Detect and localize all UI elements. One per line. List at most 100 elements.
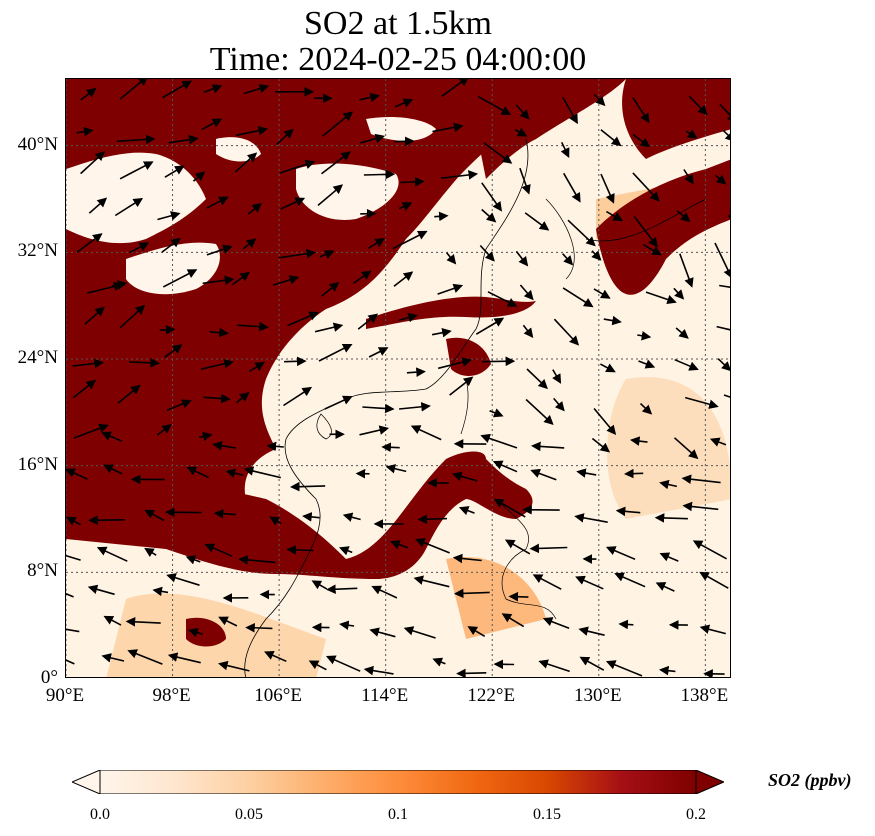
wind-arrow [487, 291, 518, 307]
wind-arrow [437, 283, 464, 295]
lat-tick-label: 16°N [17, 453, 58, 475]
wind-arrow [164, 165, 185, 178]
map-plot-area[interactable] [65, 78, 731, 678]
wind-arrow [524, 212, 550, 231]
wind-arrow [481, 208, 497, 223]
wind-arrow [116, 134, 156, 145]
lat-tick-label: 8°N [27, 560, 58, 582]
wind-arrow [489, 408, 504, 418]
wind-arrow [552, 369, 562, 384]
wind-arrow [317, 184, 344, 207]
wind-arrow [283, 386, 313, 407]
wind-arrow [519, 167, 531, 195]
wind-arrow [477, 95, 512, 116]
wind-arrow [326, 584, 358, 595]
wind-arrow [266, 441, 284, 452]
wind-arrow [314, 322, 344, 333]
wind-arrow [531, 441, 565, 452]
wind-arrow [394, 98, 414, 108]
wind-arrow [632, 134, 651, 148]
wind-arrow [203, 84, 223, 94]
wind-arrow [318, 343, 353, 362]
wind-arrow [200, 359, 234, 370]
wind-arrow [162, 269, 198, 288]
wind-arrow [66, 468, 88, 480]
wind-arrow [114, 197, 144, 217]
wind-arrow [492, 460, 518, 473]
wind-arrow [290, 481, 326, 492]
wind-arrow [458, 506, 475, 516]
wind-arrow [264, 650, 287, 663]
wind-arrow [562, 253, 574, 266]
wind-arrow [204, 543, 233, 557]
wind-arrow [186, 466, 209, 479]
wind-arrow [156, 424, 172, 436]
wind-arrow [206, 244, 233, 256]
wind-arrow [722, 129, 730, 142]
wind-arrow [563, 172, 581, 203]
wind-arrow [453, 588, 490, 599]
wind-arrow [642, 243, 662, 256]
wind-arrow [519, 284, 534, 301]
wind-arrow [624, 468, 644, 479]
wind-arrow [699, 624, 726, 635]
wind-arrow [103, 464, 123, 475]
wind-arrow [235, 125, 268, 137]
wind-arrow [714, 242, 730, 279]
wind-arrow [417, 514, 448, 525]
wind-arrow [188, 628, 203, 638]
wind-arrow [164, 344, 183, 358]
wind-arrow [319, 249, 335, 259]
wind-arrow [353, 270, 372, 284]
wind-arrow [302, 512, 320, 522]
wind-arrow [659, 552, 679, 562]
wind-arrow [618, 619, 634, 630]
lon-tick-label: 130°E [573, 685, 622, 706]
wind-arrow [119, 304, 146, 329]
wind-arrow [685, 129, 698, 139]
wind-vectors [66, 79, 730, 677]
wind-arrow [119, 79, 149, 100]
wind-arrow [279, 159, 316, 174]
wind-arrow [591, 250, 602, 261]
wind-arrow [431, 328, 452, 338]
wind-arrow [248, 361, 265, 372]
wind-arrow [88, 515, 125, 525]
wind-arrow [369, 627, 396, 638]
wind-arrow [679, 253, 694, 288]
wind-arrow [562, 287, 594, 308]
wind-arrow [117, 384, 141, 404]
wind-arrow [639, 403, 653, 415]
wind-arrow [308, 660, 327, 671]
wind-arrow [162, 80, 192, 99]
wind-arrow [633, 216, 658, 248]
wind-arrow [357, 313, 379, 330]
wind-arrow [398, 202, 413, 211]
colorbar-min-extend [72, 770, 101, 794]
wind-arrow [567, 219, 596, 247]
wind-arrow [119, 161, 154, 180]
wind-arrow [403, 626, 436, 639]
wind-arrow [449, 376, 474, 396]
wind-arrow [311, 580, 328, 590]
wind-arrow [637, 330, 652, 341]
wind-arrow [483, 142, 513, 164]
wind-arrow [84, 306, 105, 325]
wind-arrow [76, 233, 103, 254]
coastline [495, 498, 557, 620]
wind-arrow [522, 324, 534, 338]
wind-arrow [359, 425, 390, 436]
map-title: SO2 at 1.5km [304, 5, 492, 42]
wind-arrow [339, 546, 353, 556]
wind-arrow [206, 196, 229, 209]
wind-arrow [321, 111, 354, 137]
wind-arrow [72, 379, 97, 399]
lon-tick-label: 98°E [152, 685, 191, 706]
wind-arrow [166, 399, 192, 412]
wind-arrow [247, 202, 262, 215]
wind-arrow [480, 433, 518, 449]
wind-arrow [76, 126, 94, 137]
wind-arrow [614, 572, 646, 588]
wind-arrow [467, 626, 486, 637]
wind-arrow [101, 653, 125, 663]
